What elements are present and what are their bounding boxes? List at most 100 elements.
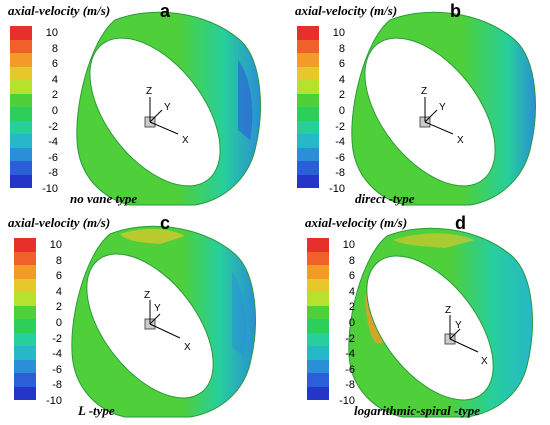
colorbar-swatch (297, 147, 319, 161)
colorbar-title: axial-velocity (m/s) (295, 3, 398, 18)
colorbar-tick-label: 2 (338, 89, 345, 102)
z-axis-label: Z (421, 86, 427, 97)
panel-a: Z Y X axial-velocity (m/s) a 10 8 6 4 2 0 -2 -4… (0, 0, 275, 212)
colorbar-tick-label: -10 (42, 183, 58, 195)
colorbar-swatch (10, 80, 32, 94)
colorbar-swatch (307, 346, 329, 360)
colorbar-tick-label: -8 (52, 379, 62, 392)
colorbar-swatch (297, 80, 319, 94)
colorbar-tick-label: 8 (338, 42, 345, 55)
colorbar-tick-label: -8 (48, 167, 58, 180)
panel-c: Z Y X axial-velocity (m/s) c 10 8 6 4 2 0 -2 -4… (0, 212, 275, 424)
colorbar-tick-label: 0 (338, 105, 345, 117)
colorbar-tick-label: -2 (335, 120, 345, 133)
y-axis-label: Y (439, 102, 446, 113)
x-axis-label: X (457, 135, 464, 146)
colorbar-tick-label: -4 (48, 136, 58, 149)
panel-caption: direct -type (355, 191, 415, 206)
colorbar-swatch (297, 161, 319, 175)
colorbar-swatch (10, 39, 32, 53)
colorbar-title: axial-velocity (m/s) (8, 3, 111, 18)
colorbar-swatch (10, 107, 32, 121)
colorbar-tick-label: 6 (51, 58, 58, 71)
cylinder-contour-plot: Z Y X (351, 11, 536, 206)
colorbar-swatch (297, 39, 319, 53)
colorbar-tick-label: -4 (345, 348, 355, 361)
colorbar (14, 238, 36, 400)
panel-caption: no vane type (70, 191, 138, 206)
colorbar-tick-label: 10 (332, 27, 345, 39)
colorbar (297, 26, 319, 188)
colorbar-swatch (297, 93, 319, 107)
colorbar-tick-label: 10 (342, 239, 355, 251)
axis-triad: Z Y X (144, 86, 189, 146)
colorbar-tick-label: -10 (339, 395, 355, 407)
y-axis-label: Y (455, 320, 462, 331)
colorbar-tick-label: -2 (52, 332, 62, 345)
colorbar-tick-label: -2 (48, 120, 58, 133)
colorbar-tick-label: 6 (348, 270, 355, 283)
x-axis-label: X (184, 342, 191, 353)
colorbar-swatch (14, 346, 36, 360)
colorbar-swatch (297, 120, 319, 134)
colorbar-swatch (297, 66, 319, 80)
colorbar-swatch (14, 359, 36, 373)
panel-caption: logarithmic-spiral -type (354, 403, 481, 418)
colorbar-tick-label: -6 (345, 363, 355, 376)
colorbar-swatch (10, 66, 32, 80)
colorbar-swatch (14, 251, 36, 265)
colorbar-tick-label: 0 (348, 317, 355, 329)
colorbar-swatch (307, 319, 329, 333)
colorbar-tick-label: 0 (55, 317, 62, 329)
z-axis-label: Z (445, 305, 451, 316)
colorbar-swatch (307, 251, 329, 265)
panel-letter: c (160, 213, 171, 233)
colorbar-swatch (14, 238, 36, 252)
colorbar-swatch (14, 305, 36, 319)
z-axis-label: Z (146, 86, 152, 97)
colorbar-tick-label: 4 (51, 73, 58, 86)
colorbar-swatch (10, 120, 32, 134)
colorbar-swatch (307, 238, 329, 252)
x-axis-label: X (182, 135, 189, 146)
panel-letter: d (455, 213, 466, 233)
colorbar-swatch (297, 26, 319, 40)
colorbar-swatch (14, 319, 36, 333)
colorbar-tick-label: -8 (345, 379, 355, 392)
colorbar-swatch (14, 332, 36, 346)
colorbar-tick-label: 10 (49, 239, 62, 251)
colorbar-swatch (297, 174, 319, 188)
colorbar-swatch (307, 332, 329, 346)
colorbar-tick-label: 4 (338, 73, 345, 86)
colorbar-swatch (10, 174, 32, 188)
colorbar-swatch (307, 278, 329, 292)
colorbar (10, 26, 32, 188)
colorbar-swatch (307, 305, 329, 319)
colorbar-swatch (307, 386, 329, 400)
colorbar-title: axial-velocity (m/s) (8, 215, 111, 230)
colorbar-tick-label: -4 (335, 136, 345, 149)
colorbar-tick-label: 6 (338, 58, 345, 71)
colorbar-swatch (14, 373, 36, 387)
colorbar-swatch (10, 134, 32, 148)
colorbar-tick-label: 6 (55, 270, 62, 283)
cylinder-contour-plot: Z Y X (71, 225, 256, 418)
axis-triad: Z Y X (419, 86, 464, 146)
colorbar-title: axial-velocity (m/s) (305, 215, 408, 230)
colorbar-tick-label: 8 (51, 42, 58, 55)
cylinder-contour-plot: Z Y X (348, 227, 533, 418)
colorbar-swatch (10, 53, 32, 67)
colorbar-tick-label: -2 (345, 332, 355, 345)
colorbar-tick-label: 4 (55, 285, 62, 298)
colorbar (307, 238, 329, 400)
colorbar-swatch (297, 107, 319, 121)
colorbar-swatch (307, 373, 329, 387)
y-axis-label: Y (164, 102, 171, 113)
colorbar-tick-label: 2 (55, 301, 62, 314)
colorbar-swatch (10, 93, 32, 107)
colorbar-tick-label: -10 (46, 395, 62, 407)
colorbar-swatch (14, 265, 36, 279)
panel-letter: a (160, 1, 171, 21)
colorbar-tick-label: -6 (335, 151, 345, 164)
